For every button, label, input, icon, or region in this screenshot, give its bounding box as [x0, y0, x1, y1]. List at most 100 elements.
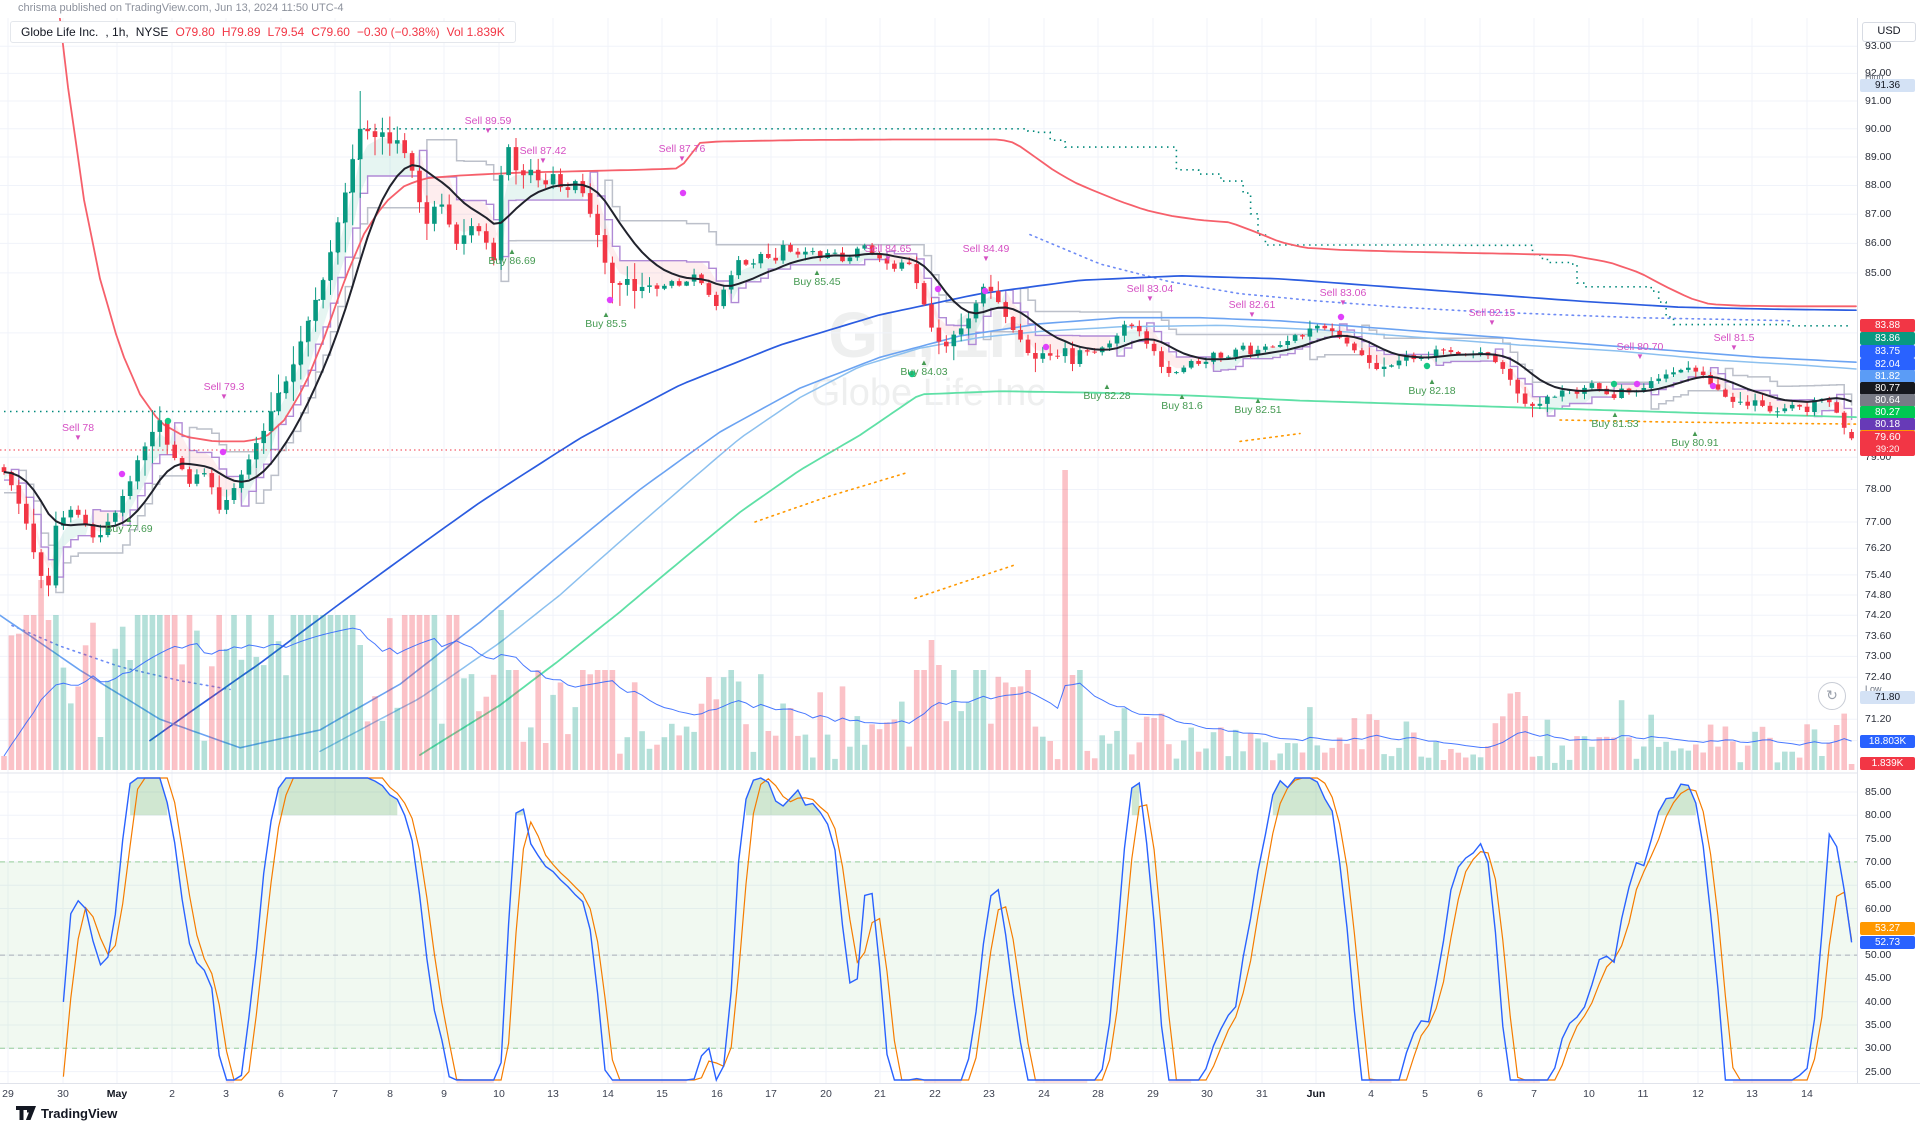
chart-area[interactable]: GL, 1h Globe Life Inc Sell 78 ▼ Sell 79.3 ▼…	[0, 0, 1857, 1083]
stoch-axis-label: 30.00	[1865, 1042, 1892, 1055]
time-axis-label: 14	[602, 1088, 614, 1100]
time-axis-label: 29	[2, 1088, 14, 1100]
time-axis-label: 4	[1368, 1088, 1374, 1100]
price-axis-label: 76.20	[1865, 542, 1892, 555]
time-axis-label: 7	[1531, 1088, 1537, 1100]
legend-high: H79.89	[221, 25, 261, 39]
legend-change: −0.30 (−0.38%)	[356, 25, 440, 39]
legend-open: O79.80	[175, 25, 215, 39]
axis-corner	[1857, 1083, 1920, 1106]
time-axis[interactable]: 29 30 May 2 3 6 7 8 9 10 13 14 15 16 17 20 21 22 23 24 28 29 3…	[0, 1083, 1857, 1106]
legend-volume: Vol 1.839K	[446, 25, 505, 39]
price-axis-label: 86.00	[1865, 237, 1892, 250]
time-axis-label: 28	[1092, 1088, 1104, 1100]
brand-name[interactable]: TradingView	[41, 1105, 118, 1121]
price-axis-label: 85.00	[1865, 266, 1892, 279]
indicator-price-tag: 83.88	[1860, 319, 1915, 332]
time-axis-label: 20	[820, 1088, 832, 1100]
price-axis-label: 74.80	[1865, 589, 1892, 601]
price-axis-label: 77.00	[1865, 515, 1892, 528]
price-axis-label: 73.00	[1865, 650, 1892, 663]
brand-bar: TradingView	[0, 1103, 1920, 1123]
currency-toggle-button[interactable]: USD	[1862, 22, 1916, 42]
symbol-legend[interactable]: Globe Life Inc. , 1h, NYSE O79.80 H79.89 L…	[10, 21, 516, 43]
time-axis-label: 8	[387, 1088, 393, 1100]
time-axis-label: 10	[493, 1088, 505, 1100]
time-axis-label: 15	[656, 1088, 668, 1100]
stoch-axis-label: 80.00	[1865, 809, 1892, 822]
time-axis-label: 23	[983, 1088, 995, 1100]
time-axis-label: 2	[169, 1088, 175, 1100]
time-axis-label: 29	[1147, 1088, 1159, 1100]
time-axis-label: 22	[929, 1088, 941, 1100]
price-axis-label: 93.00	[1865, 40, 1892, 53]
price-axis[interactable]: USD 93.00 92.00 91.00 90.00 89.00 88.00 87.00 8…	[1857, 0, 1920, 1083]
indicator-price-tag: 83.86	[1860, 332, 1915, 345]
price-axis-label: 74.20	[1865, 609, 1892, 622]
publish-info-text: chrisma published on TradingView.com, Ju…	[18, 2, 344, 14]
time-axis-label: 24	[1038, 1088, 1050, 1100]
time-axis-label: 21	[874, 1088, 886, 1100]
hl-word-high: High	[1865, 72, 1884, 82]
indicator-price-tag: 80.27	[1860, 406, 1915, 419]
stoch-axis-label: 85.00	[1865, 786, 1892, 798]
time-axis-label: 13	[1746, 1088, 1758, 1100]
time-axis-label: 30	[1201, 1088, 1213, 1100]
time-axis-label: 12	[1692, 1088, 1704, 1100]
indicator-price-tag: 80.18	[1860, 418, 1915, 431]
time-axis-label: 10	[1583, 1088, 1595, 1100]
time-axis-label: 7	[332, 1088, 338, 1100]
time-axis-label: 14	[1801, 1088, 1813, 1100]
hl-price-tag: 71.80	[1860, 691, 1915, 704]
stoch-axis-label: 25.00	[1865, 1065, 1892, 1078]
legend-close: C79.60	[311, 25, 350, 39]
current-price-tag: 79.60 39:20	[1860, 431, 1915, 456]
indicator-price-tag: 80.77	[1860, 382, 1915, 395]
price-axis-label: 89.00	[1865, 150, 1892, 163]
legend-exchange[interactable]: NYSE	[135, 25, 169, 39]
volume-value-tag: 18.803K	[1860, 735, 1915, 748]
price-axis-label: 75.40	[1865, 568, 1892, 581]
indicator-price-tag: 81.82	[1860, 370, 1915, 383]
indicator-price-tag: 80.64	[1860, 394, 1915, 407]
indicator-price-tag: 83.75	[1860, 345, 1915, 358]
time-axis-label: 13	[547, 1088, 559, 1100]
time-axis-label: 9	[441, 1088, 447, 1100]
price-axis-label: 90.00	[1865, 122, 1892, 135]
time-axis-label: 16	[711, 1088, 723, 1100]
stoch-axis-label: 70.00	[1865, 855, 1892, 868]
time-axis-label: 6	[1477, 1088, 1483, 1100]
time-axis-label: Jun	[1306, 1088, 1326, 1100]
stoch-axis-label: 65.00	[1865, 879, 1892, 892]
price-axis-label: 91.00	[1865, 94, 1892, 107]
time-axis-label: 11	[1637, 1088, 1649, 1100]
time-axis-label: 3	[223, 1088, 229, 1100]
stoch-axis-label: 45.00	[1865, 972, 1892, 985]
time-axis-label: 31	[1256, 1088, 1268, 1100]
stoch-axis-label: 75.00	[1865, 832, 1892, 845]
stoch-value-tag: 52.73	[1860, 936, 1915, 949]
price-axis-label: 71.20	[1865, 713, 1892, 726]
volume-value-tag: 1.839K	[1860, 757, 1915, 770]
publish-info-bar: chrisma published on TradingView.com, Ju…	[0, 0, 1920, 18]
price-axis-label: 73.60	[1865, 629, 1892, 642]
stoch-axis-label: 40.00	[1865, 995, 1892, 1008]
tradingview-logo[interactable]	[16, 1106, 36, 1120]
legend-symbol-name[interactable]: Globe Life Inc.	[21, 25, 99, 39]
time-axis-label: 30	[57, 1088, 69, 1100]
legend-interval[interactable]: , 1h,	[105, 25, 129, 39]
time-axis-label: 5	[1422, 1088, 1428, 1100]
time-axis-label: May	[106, 1088, 128, 1100]
hl-price-tag: 91.36	[1860, 79, 1915, 92]
stoch-axis-label: 60.00	[1865, 902, 1892, 915]
price-axis-label: 78.00	[1865, 483, 1892, 496]
legend-low: L79.54	[267, 25, 305, 39]
price-axis-label: 72.40	[1865, 671, 1892, 684]
stoch-axis-label: 35.00	[1865, 1019, 1892, 1031]
time-axis-label: 6	[278, 1088, 284, 1100]
stoch-axis-label: 50.00	[1865, 949, 1892, 962]
price-axis-label: 92.00	[1865, 67, 1892, 80]
chart-svg[interactable]	[0, 0, 1857, 1083]
stoch-value-tag: 53.27	[1860, 922, 1915, 935]
refresh-icon[interactable]: ↻	[1818, 682, 1846, 710]
